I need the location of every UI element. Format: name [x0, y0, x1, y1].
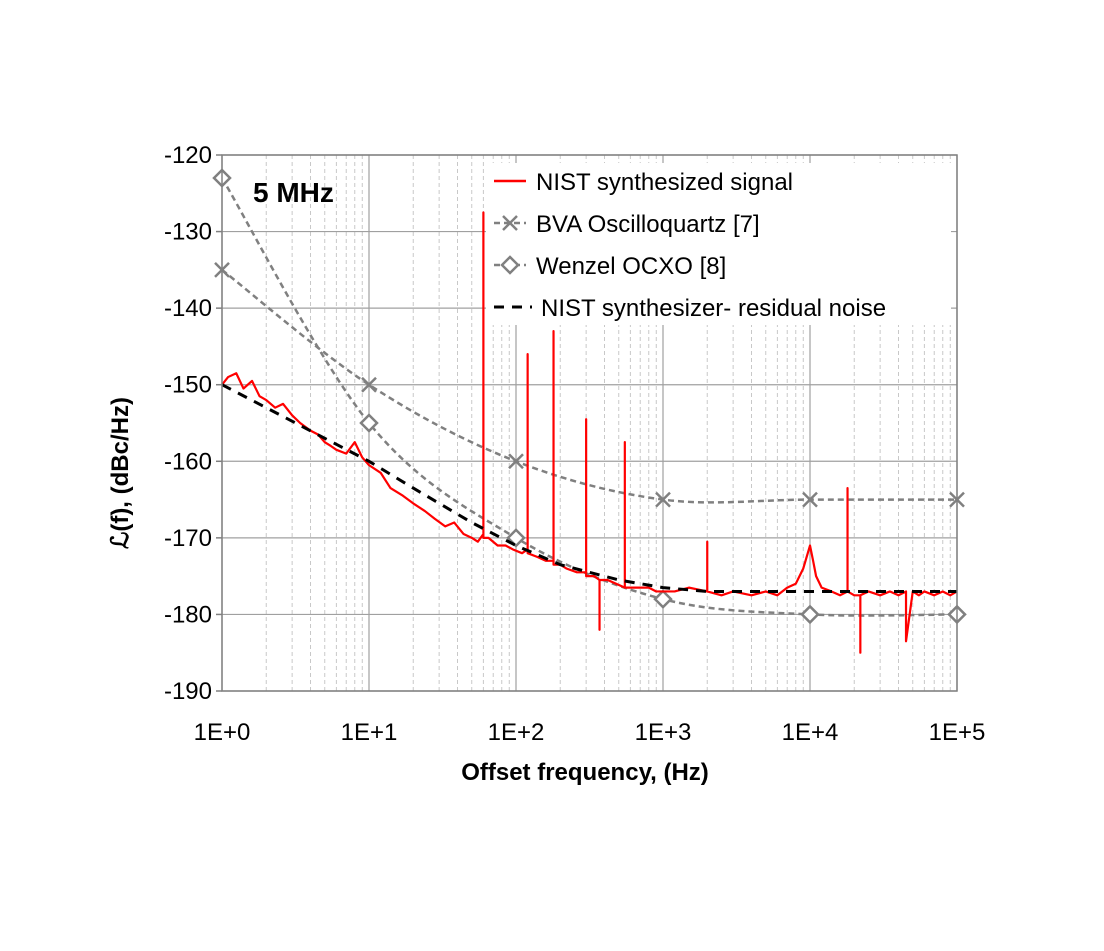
- legend-marker-wenzel-diamond: [500, 255, 520, 275]
- plot-area-border: [221, 154, 958, 692]
- y-tick-label: -190: [164, 678, 212, 705]
- data-point-bva-oscilloquartz-7-stroke: [361, 376, 377, 393]
- data-point-wenzel-ocxo-8: [359, 413, 379, 433]
- series-group: [212, 168, 967, 654]
- data-point-bva-oscilloquartz-7-stroke: [802, 491, 818, 508]
- data-point-wenzel-ocxo-8: [800, 604, 820, 625]
- series-line-nist-synthesizer-residual-noise: [221, 383, 957, 593]
- data-point-bva-oscilloquartz-7-stroke: [508, 453, 524, 470]
- data-point-bva-oscilloquartz-7: [361, 376, 377, 393]
- legend-box: [486, 163, 951, 325]
- data-point-bva-oscilloquartz-7-stroke: [655, 491, 671, 508]
- y-tick-label: -160: [164, 448, 212, 475]
- legend: NIST synthesized signal BVA Oscilloquart…: [486, 163, 951, 325]
- x-tick-label: 1E+2: [488, 719, 545, 746]
- legend-label-bva: BVA Oscilloquartz [7]: [536, 211, 760, 238]
- series-line-wenzel-ocxo-8: [220, 177, 958, 617]
- legend-marker-bva-x: [502, 215, 518, 231]
- frequency-annotation: 5 MHz: [253, 177, 334, 208]
- x-tick-label: 1E+5: [929, 719, 986, 746]
- data-point-bva-oscilloquartz-7: [802, 491, 818, 508]
- legend-label-nist-signal: NIST synthesized signal: [536, 169, 793, 196]
- data-point-wenzel-ocxo-8: [653, 589, 673, 609]
- y-tick-label: -120: [164, 142, 212, 169]
- y-tick-label: -130: [164, 219, 212, 246]
- y-tick-label: -150: [164, 372, 212, 399]
- legend-item-nist-signal: NIST synthesized signal: [494, 169, 793, 196]
- x-tick-label: 1E+3: [635, 719, 692, 746]
- axes: [216, 154, 958, 692]
- legend-item-wenzel: Wenzel OCXO [8]: [494, 253, 726, 280]
- x-axis-title: Offset frequency, (Hz): [461, 759, 709, 786]
- y-tick-label: -180: [164, 601, 212, 628]
- data-point-bva-oscilloquartz-7: [508, 453, 524, 470]
- legend-label-wenzel: Wenzel OCXO [8]: [536, 253, 726, 280]
- data-point-bva-oscilloquartz-7: [655, 491, 671, 508]
- legend-label-residual: NIST synthesizer- residual noise: [541, 295, 886, 322]
- y-tick-label: -140: [164, 295, 212, 322]
- x-tick-label: 1E+0: [194, 719, 251, 746]
- legend-item-residual: NIST synthesizer- residual noise: [494, 295, 886, 322]
- legend-item-bva: BVA Oscilloquartz [7]: [494, 211, 760, 238]
- tick-labels: 1E+0 1E+1 1E+2 1E+3 1E+4 1E+5 -120 -130 -140 -150…: [164, 142, 985, 746]
- x-tick-label: 1E+1: [341, 719, 398, 746]
- series-line-bva-oscilloquartz-7: [221, 268, 957, 504]
- y-axis-title: ℒ(f), (dBc/Hz): [107, 397, 134, 549]
- y-tick-label: -170: [164, 525, 212, 552]
- x-tick-label: 1E+4: [782, 719, 839, 746]
